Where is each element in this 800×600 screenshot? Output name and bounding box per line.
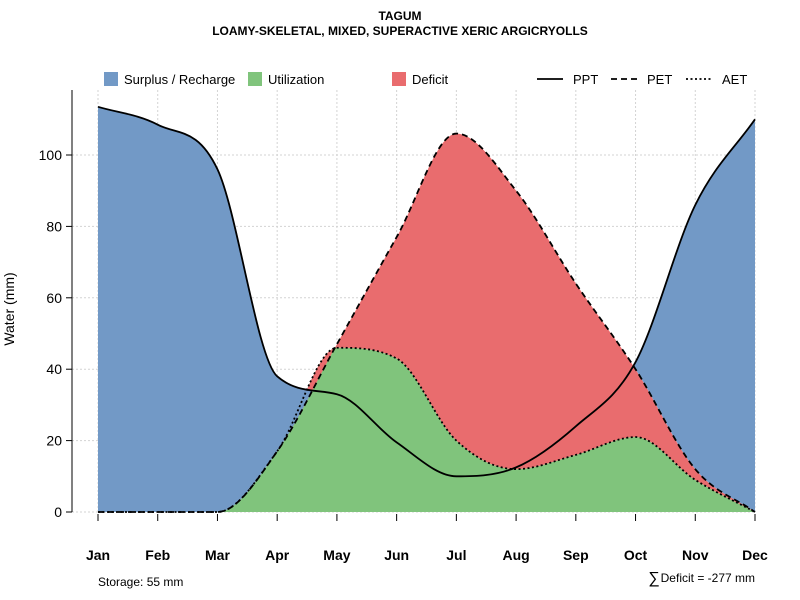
x-tick-label-nov: Nov	[682, 547, 709, 563]
series-lines	[97, 105, 756, 513]
x-tick-label-mar: Mar	[205, 547, 230, 563]
chart-subtitle: LOAMY-SKELETAL, MIXED, SUPERACTIVE XERIC…	[212, 24, 588, 38]
legend-swatch	[248, 72, 262, 86]
x-tick-label-apr: Apr	[265, 547, 290, 563]
y-tick-label: 100	[39, 147, 63, 163]
x-tick-label-dec: Dec	[742, 547, 768, 563]
x-tick-label-aug: Aug	[502, 547, 529, 563]
legend-swatch	[104, 72, 118, 86]
legend-label: Utilization	[268, 72, 324, 87]
legend-swatch	[392, 72, 406, 86]
x-tick-label-jun: Jun	[384, 547, 409, 563]
legend: Surplus / Recharge Utilization Deficit PPT P…	[104, 72, 747, 87]
y-tick-label: 40	[46, 361, 62, 377]
surplus-recharge-area	[98, 106, 755, 512]
area-layer	[98, 106, 755, 512]
x-tick-label-feb: Feb	[145, 547, 170, 563]
x-tick-label-may: May	[323, 547, 350, 563]
legend-label: PET	[647, 72, 672, 87]
legend-label: Deficit	[412, 72, 449, 87]
axes: 0 20 40 60 80 100 Jan Feb Mar Apr May Jun Jul Aug Sep O…	[39, 90, 768, 563]
chart-title: TAGUM	[378, 9, 422, 23]
y-axis-title: Water (mm)	[1, 272, 17, 345]
legend-label: PPT	[573, 72, 598, 87]
deficit-area	[98, 133, 755, 512]
y-tick-label: 80	[46, 218, 62, 234]
x-tick-label-sep: Sep	[563, 547, 589, 563]
pet-line	[97, 132, 756, 513]
aet-line	[97, 346, 756, 513]
y-tick-label: 0	[54, 504, 62, 520]
legend-label: AET	[722, 72, 747, 87]
y-tick-label: 20	[46, 433, 62, 449]
x-tick-label-jul: Jul	[446, 547, 466, 563]
deficit-note: ∑Deficit = -277 mm	[648, 570, 755, 588]
sum-symbol: ∑	[648, 570, 660, 587]
utilization-area	[98, 347, 755, 512]
legend-label: Surplus / Recharge	[124, 72, 235, 87]
y-tick-label: 60	[46, 290, 62, 306]
deficit-text: Deficit = -277 mm	[660, 571, 755, 585]
x-tick-label-oct: Oct	[624, 547, 648, 563]
ppt-line	[97, 105, 756, 478]
x-tick-label-jan: Jan	[86, 547, 110, 563]
storage-note: Storage: 55 mm	[98, 575, 184, 589]
